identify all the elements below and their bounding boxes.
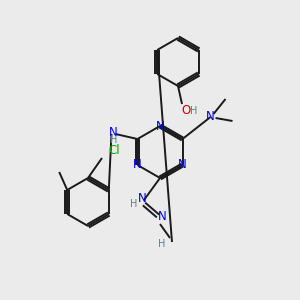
Text: O: O (182, 104, 190, 118)
Text: N: N (109, 125, 118, 139)
Text: N: N (158, 211, 166, 224)
Text: H: H (158, 239, 166, 249)
Text: N: N (156, 119, 164, 133)
Text: Cl: Cl (108, 145, 120, 158)
Text: H: H (130, 199, 138, 209)
Text: N: N (133, 158, 142, 172)
Text: H: H (110, 135, 117, 145)
Text: N: N (178, 158, 187, 172)
Text: N: N (138, 191, 146, 205)
Text: N: N (206, 110, 215, 124)
Text: H: H (190, 106, 198, 116)
